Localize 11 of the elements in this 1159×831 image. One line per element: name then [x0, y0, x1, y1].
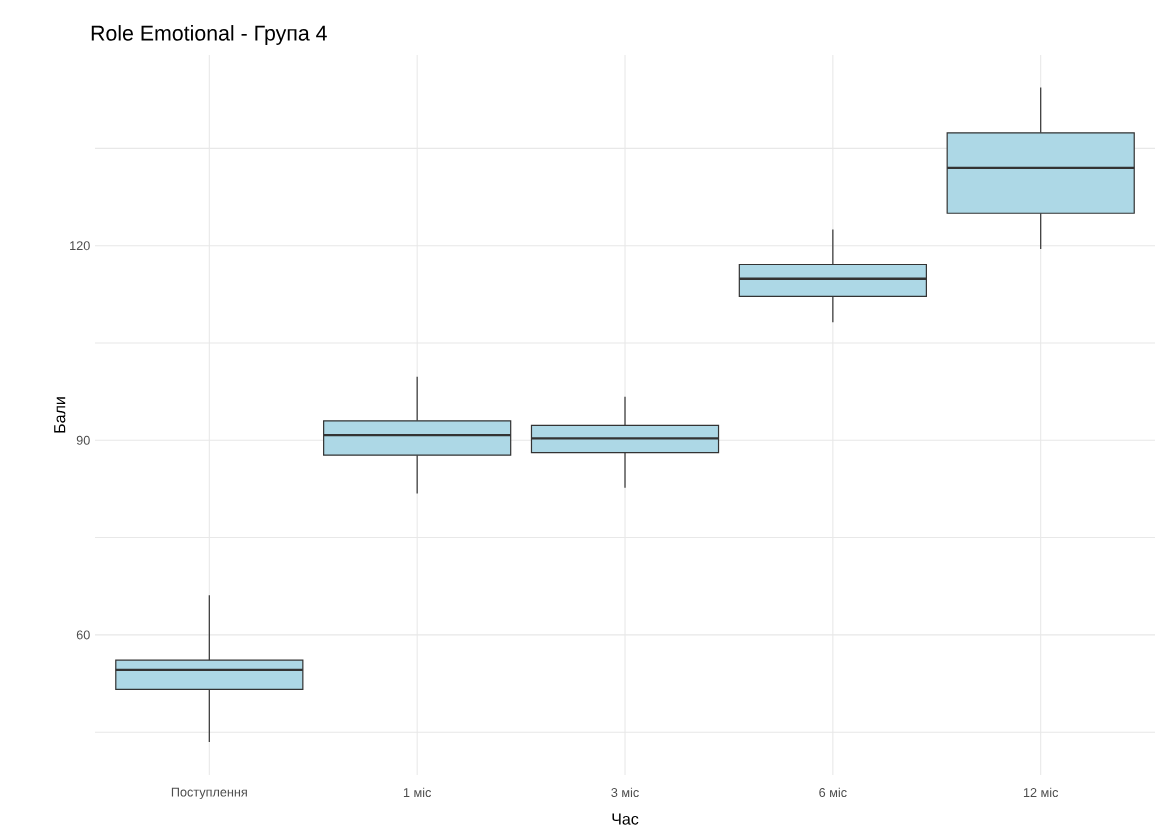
x-tick-label: 12 міс [1023, 787, 1059, 798]
x-tick-label: 3 міс [611, 787, 639, 798]
chart-title: Role Emotional - Група 4 [91, 25, 327, 45]
y-axis-title: Бали [54, 397, 66, 433]
x-tick-label: 6 міс [819, 787, 847, 798]
x-tick-label: Поступлення [171, 787, 247, 800]
y-tick-label: 90 [76, 435, 90, 445]
y-tick-label: 120 [70, 241, 90, 251]
x-tick-label: 1 міс [403, 787, 432, 798]
y-tick-label: 60 [76, 630, 90, 640]
x-axis-title: Час [612, 813, 639, 825]
